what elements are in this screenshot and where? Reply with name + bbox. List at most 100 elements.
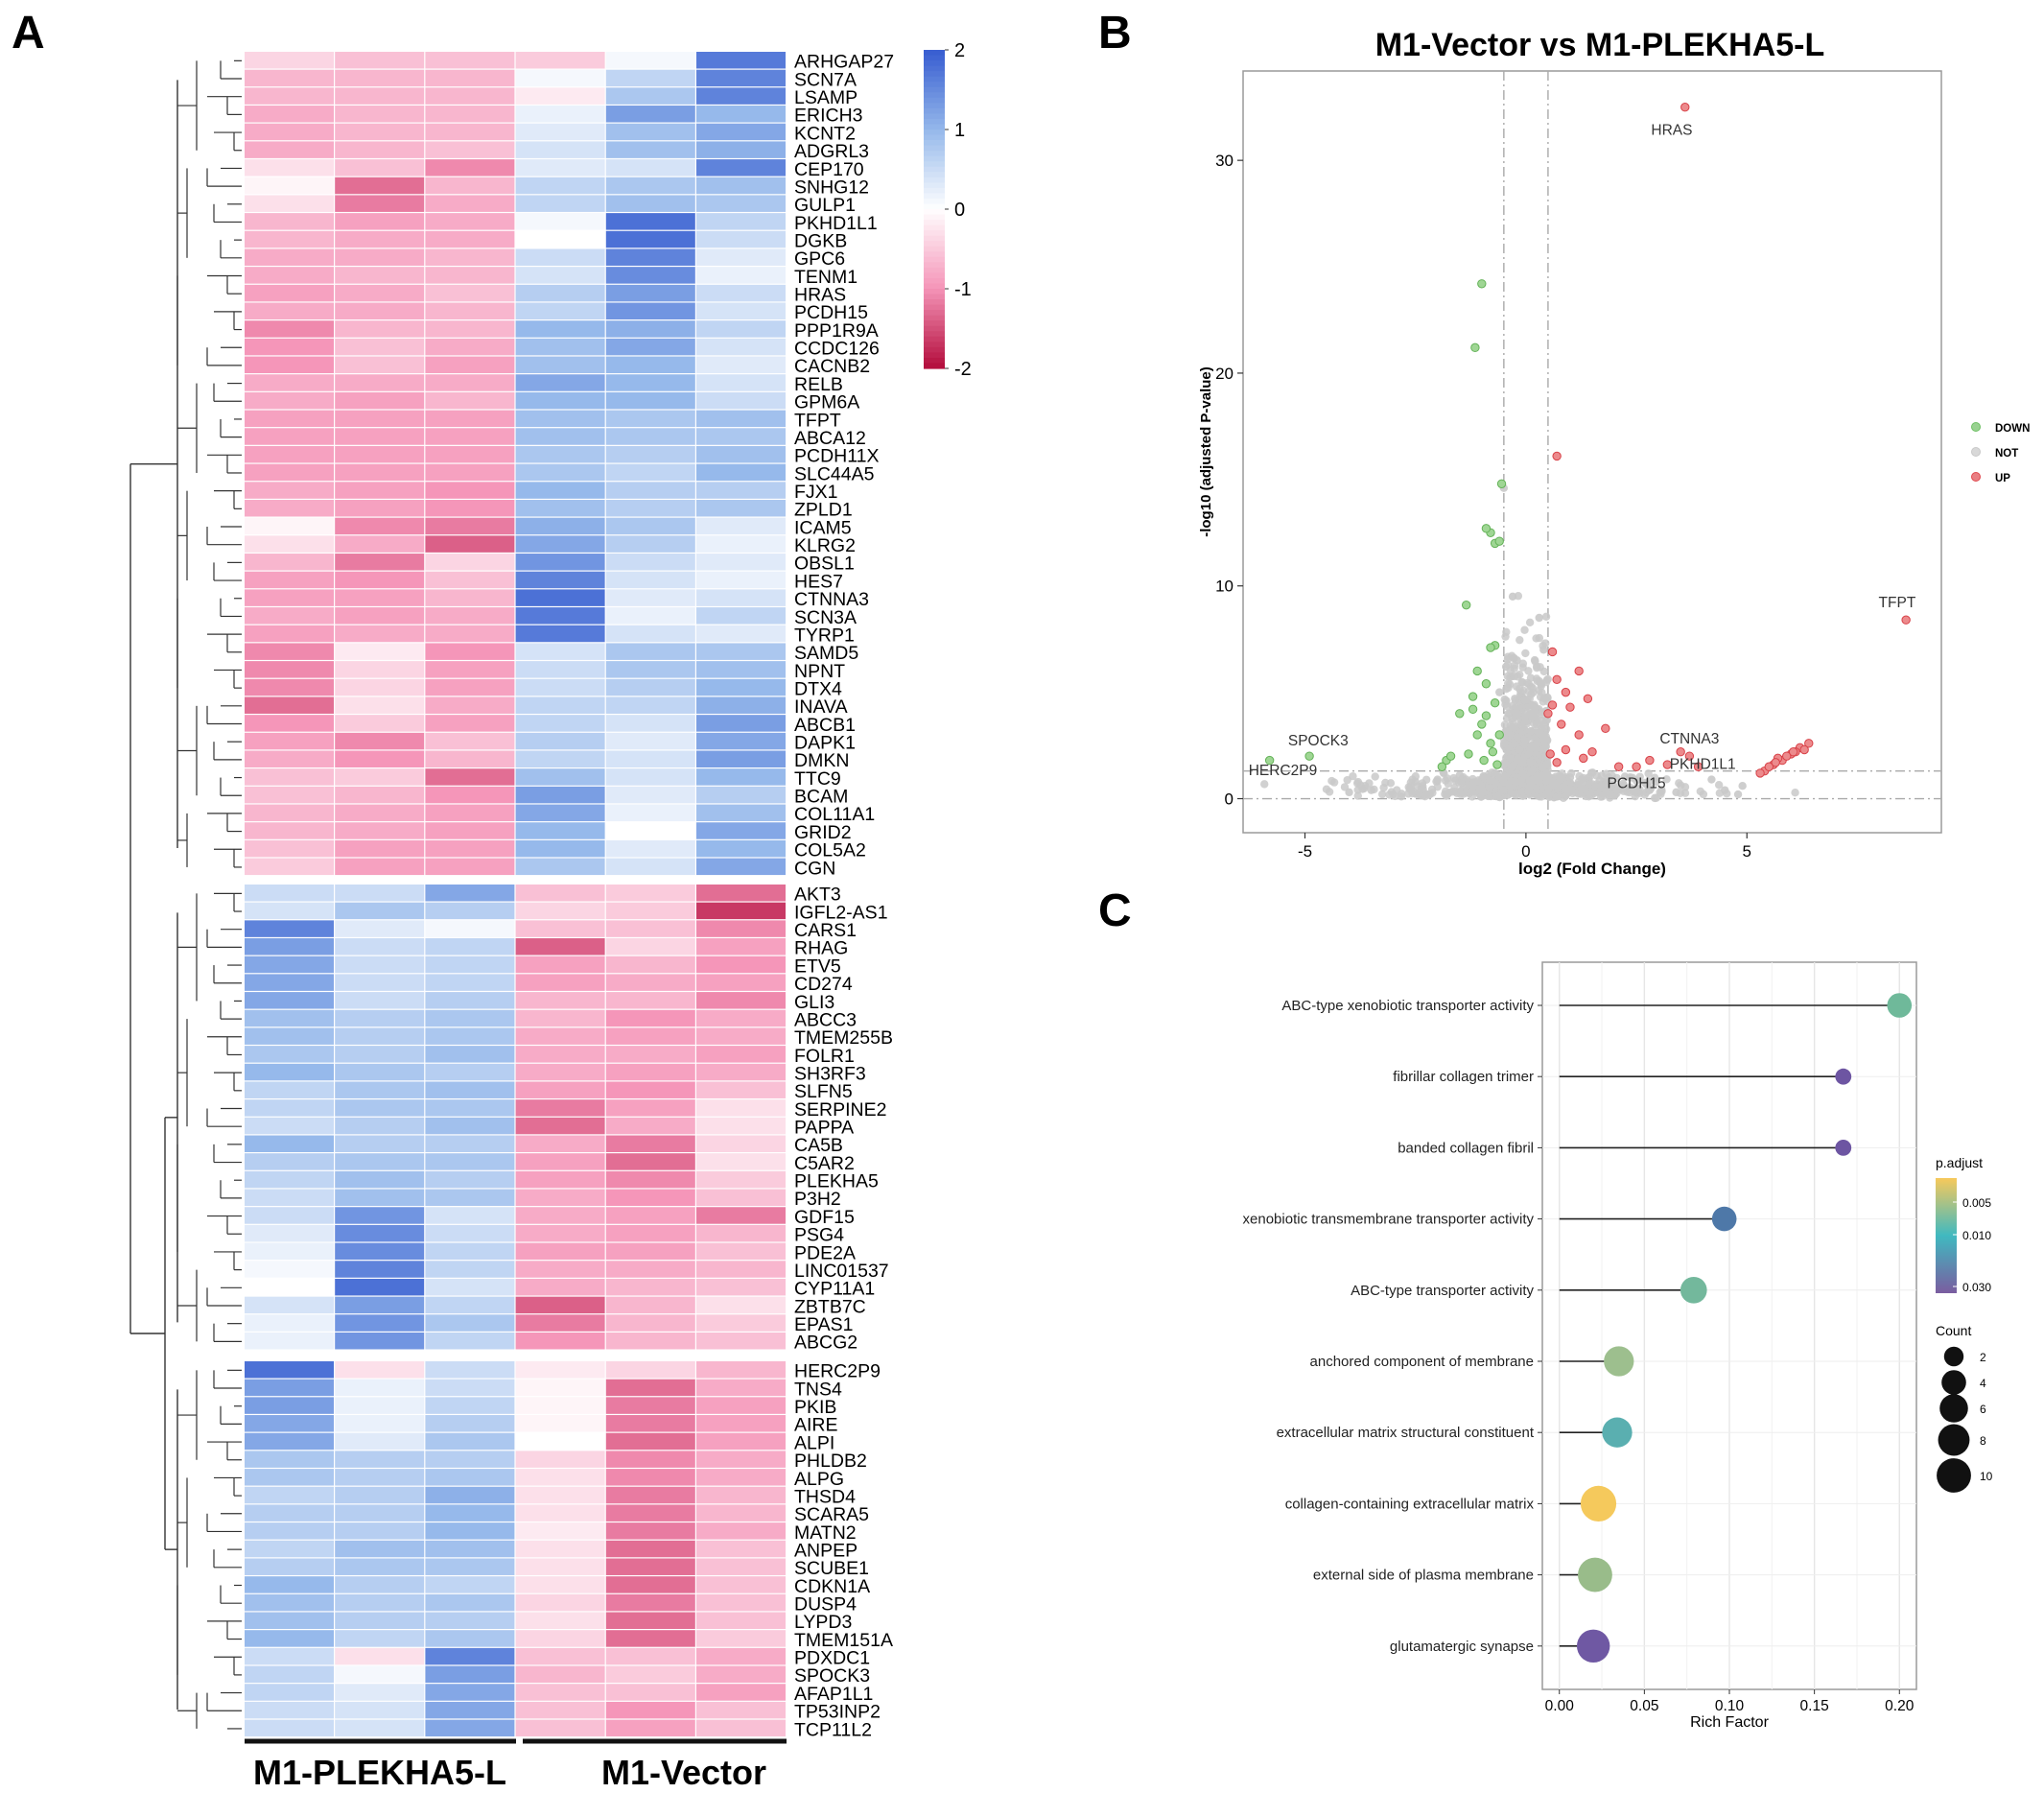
point-up [1901, 615, 1911, 625]
heat-cell [515, 1170, 605, 1189]
point-not [1391, 791, 1399, 801]
heat-cell [245, 391, 334, 410]
heat-cell [245, 141, 334, 158]
heat-cell [335, 678, 425, 696]
heat-cell [605, 1046, 695, 1063]
heat-cell [605, 69, 695, 87]
colorbar-step [924, 140, 945, 147]
panel-label-a: A [12, 8, 45, 59]
term-label: anchored component of membrane [1310, 1354, 1534, 1370]
heat-cell [425, 974, 515, 991]
heat-cell [335, 1504, 425, 1522]
heat-cell [696, 822, 786, 839]
x-tick-label: 5 [1743, 842, 1751, 861]
heat-cell [335, 715, 425, 732]
heat-cell [605, 195, 695, 212]
heat-cell [696, 445, 786, 463]
heat-cell [245, 1099, 334, 1117]
heat-cell [696, 1046, 786, 1063]
colorbar-step [924, 346, 945, 353]
heat-cell [245, 625, 334, 643]
heat-cell [245, 902, 334, 920]
heat-cell [515, 1117, 605, 1135]
heat-cell [515, 732, 605, 750]
gene-label: CDKN1A [794, 1576, 870, 1597]
heat-cell [425, 445, 515, 463]
heat-cell [696, 356, 786, 374]
heat-cell [515, 284, 605, 302]
volcano-x-axis-label: log2 (Fold Change) [1518, 860, 1666, 878]
point-not [1526, 743, 1535, 751]
heat-cell [245, 839, 334, 858]
heat-cell [245, 678, 334, 696]
heat-cell [515, 1361, 605, 1379]
heat-cell [335, 554, 425, 571]
heat-cell [245, 1081, 334, 1098]
heat-cell [245, 195, 334, 212]
gene-label: ALPG [794, 1469, 844, 1490]
heat-cell [335, 750, 425, 767]
heat-cell [425, 1135, 515, 1152]
gene-annotation: HRAS [1651, 123, 1692, 139]
heat-cell [605, 1397, 695, 1414]
heat-cell [696, 1469, 786, 1486]
point-not [1612, 786, 1621, 794]
heat-cell [605, 885, 695, 902]
heat-cell [696, 284, 786, 302]
colorbar-step [924, 267, 945, 273]
heat-cell [425, 1009, 515, 1027]
point-not [1541, 612, 1551, 622]
heat-cell [515, 1540, 605, 1558]
colorbar-step [924, 262, 945, 269]
heat-cell [605, 1684, 695, 1701]
heat-cell [696, 535, 786, 553]
point-not [1505, 780, 1514, 789]
heat-cell [605, 1189, 695, 1207]
colorbar-step [924, 336, 945, 342]
point-not [1707, 775, 1716, 784]
heat-cell [425, 338, 515, 356]
point-not [1409, 788, 1418, 796]
gene-label: DMKN [794, 750, 849, 771]
heat-cell [425, 696, 515, 714]
colorbar-step [924, 177, 945, 183]
point-up [1583, 694, 1593, 703]
heat-cell [515, 1046, 605, 1063]
heat-cell [515, 1665, 605, 1684]
point-not [1468, 787, 1476, 796]
heat-cell [335, 535, 425, 553]
heat-cell [605, 1224, 695, 1242]
heat-cell [515, 1719, 605, 1737]
heat-cell [515, 320, 605, 338]
colorbar-step [924, 130, 945, 136]
colorbar-step [924, 235, 945, 242]
point-not [1515, 635, 1524, 645]
point-not [1444, 779, 1452, 789]
heat-cell [605, 1451, 695, 1468]
colorbar-step [924, 198, 945, 205]
point-not [1449, 773, 1458, 783]
heat-cell [425, 213, 515, 230]
point-not [1536, 679, 1545, 688]
point-not [1367, 786, 1375, 794]
heat-cell [245, 106, 334, 123]
heat-cell [335, 500, 425, 517]
heat-cell [515, 463, 605, 482]
heat-cell [425, 1665, 515, 1684]
heat-cell [425, 1397, 515, 1414]
lollipop-dot [1576, 1629, 1610, 1663]
point-not [1532, 634, 1540, 643]
colorbar-step [924, 118, 945, 126]
gene-label: CA5B [794, 1135, 843, 1156]
gene-label: PHLDB2 [794, 1451, 867, 1472]
gene-label: TP53INP2 [794, 1702, 881, 1723]
heat-cell [245, 1153, 334, 1170]
term-label: xenobiotic transmembrane transporter act… [1243, 1212, 1535, 1228]
heat-cell [605, 302, 695, 319]
heat-cell [335, 87, 425, 105]
heat-cell [425, 1540, 515, 1558]
heat-cell [245, 732, 334, 750]
heat-cell [425, 106, 515, 123]
heat-cell [425, 589, 515, 606]
point-not [1379, 783, 1388, 792]
